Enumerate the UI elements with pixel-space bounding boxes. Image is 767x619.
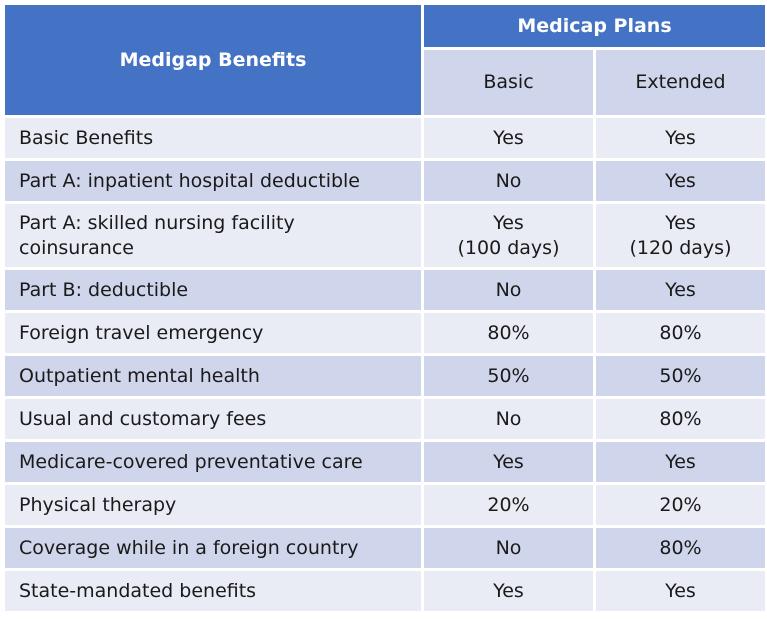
benefit-label-line1: Part A: skilled nursing facility <box>19 211 295 234</box>
basic-value: Yes <box>424 442 593 482</box>
basic-value: Yes <box>424 571 593 611</box>
benefit-label: Basic Benefits <box>5 118 421 158</box>
benefit-label: Coverage while in a foreign country <box>5 528 421 568</box>
extended-value: Yes <box>596 118 765 158</box>
extended-value: Yes <box>596 161 765 201</box>
extended-value: Yes <box>596 571 765 611</box>
benefit-label: State-mandated benefits <box>5 571 421 611</box>
basic-value: No <box>424 270 593 310</box>
table-row: State-mandated benefits Yes Yes <box>5 571 765 611</box>
table-row: Physical therapy 20% 20% <box>5 485 765 525</box>
benefit-label: Part A: inpatient hospital deductible <box>5 161 421 201</box>
extended-value: 50% <box>596 356 765 396</box>
basic-value: Yes <box>424 118 593 158</box>
table-row: Usual and customary fees No 80% <box>5 399 765 439</box>
benefit-label: Medicare-covered preventative care <box>5 442 421 482</box>
basic-value-line1: Yes <box>493 211 524 234</box>
basic-value: 80% <box>424 313 593 353</box>
basic-value: No <box>424 161 593 201</box>
basic-value-line2: (100 days) <box>457 236 560 259</box>
table-row: Part A: skilled nursing facility coinsur… <box>5 204 765 267</box>
extended-value: Yes (120 days) <box>596 204 765 267</box>
table-row: Outpatient mental health 50% 50% <box>5 356 765 396</box>
extended-value: 80% <box>596 313 765 353</box>
table-row: Medicare-covered preventative care Yes Y… <box>5 442 765 482</box>
extended-value: Yes <box>596 442 765 482</box>
benefit-label: Part B: deductible <box>5 270 421 310</box>
benefits-column-header: Medigap Benefits <box>5 5 421 115</box>
extended-value-line1: Yes <box>665 211 696 234</box>
plan-basic-header: Basic <box>424 49 593 115</box>
benefit-label: Usual and customary fees <box>5 399 421 439</box>
benefit-label-line2: coinsurance <box>19 236 134 259</box>
extended-value-line2: (120 days) <box>629 236 732 259</box>
table-row: Coverage while in a foreign country No 8… <box>5 528 765 568</box>
extended-value: Yes <box>596 270 765 310</box>
extended-value: 80% <box>596 528 765 568</box>
extended-value: 20% <box>596 485 765 525</box>
basic-value: No <box>424 399 593 439</box>
basic-value: 50% <box>424 356 593 396</box>
benefit-label: Part A: skilled nursing facility coinsur… <box>5 204 421 267</box>
table-row: Part A: inpatient hospital deductible No… <box>5 161 765 201</box>
table-row: Part B: deductible No Yes <box>5 270 765 310</box>
basic-value: Yes (100 days) <box>424 204 593 267</box>
plan-extended-header: Extended <box>596 49 765 115</box>
extended-value: 80% <box>596 399 765 439</box>
basic-value: 20% <box>424 485 593 525</box>
basic-value: No <box>424 528 593 568</box>
benefit-label: Physical therapy <box>5 485 421 525</box>
table-row: Basic Benefits Yes Yes <box>5 118 765 158</box>
plans-column-header: Medicap Plans <box>424 5 765 47</box>
benefit-label: Foreign travel emergency <box>5 313 421 353</box>
benefit-label: Outpatient mental health <box>5 356 421 396</box>
table-row: Foreign travel emergency 80% 80% <box>5 313 765 353</box>
